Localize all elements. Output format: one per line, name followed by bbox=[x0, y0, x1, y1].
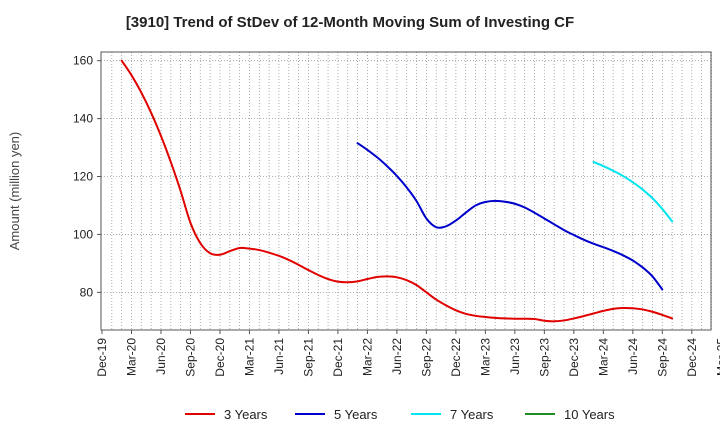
series-lines bbox=[120, 59, 674, 323]
x-tick-label: Mar-25 bbox=[714, 338, 720, 376]
x-tick-label: Dec-21 bbox=[331, 338, 345, 377]
x-tick-label: Sep-24 bbox=[655, 338, 669, 377]
y-tick-label: 120 bbox=[73, 170, 93, 184]
x-tick-label: Sep-23 bbox=[537, 338, 551, 377]
y-axis-label: Amount (million yen) bbox=[7, 132, 22, 251]
x-tick-label: Mar-23 bbox=[478, 338, 492, 376]
series-line-3-years bbox=[120, 59, 674, 323]
x-tick-label: Mar-24 bbox=[596, 338, 610, 376]
x-tick-label: Dec-20 bbox=[213, 338, 227, 377]
x-tick-label: Mar-20 bbox=[124, 338, 138, 376]
x-tick-label: Mar-22 bbox=[360, 338, 374, 376]
x-tick-label: Jun-20 bbox=[154, 338, 168, 375]
series-line-5-years bbox=[356, 142, 664, 291]
legend-label: 3 Years bbox=[224, 407, 268, 422]
grid-lines bbox=[101, 52, 712, 330]
legend-label: 7 Years bbox=[450, 407, 494, 422]
x-tick-label: Dec-24 bbox=[685, 338, 699, 377]
series-line-7-years bbox=[592, 161, 674, 223]
legend-label: 10 Years bbox=[564, 407, 615, 422]
x-tick-label: Sep-20 bbox=[183, 338, 197, 377]
y-tick-label: 100 bbox=[73, 227, 93, 241]
y-tick-label: 80 bbox=[80, 285, 94, 299]
x-tick-label: Sep-22 bbox=[419, 338, 433, 377]
y-tick-label: 140 bbox=[73, 112, 93, 126]
y-tick-label: 160 bbox=[73, 54, 93, 68]
x-tick-label: Sep-21 bbox=[301, 338, 315, 377]
x-tick-label: Jun-22 bbox=[390, 338, 404, 375]
x-tick-label: Dec-23 bbox=[567, 338, 581, 377]
x-tick-label: Jun-24 bbox=[626, 338, 640, 375]
y-axis-ticks: 80 100 120 140 160 bbox=[73, 54, 101, 299]
x-axis-ticks: Dec-19 Mar-20 Jun-20 Sep-20 Dec-20 Mar-21 Jun-… bbox=[95, 330, 720, 377]
legend: 3 Years 5 Years 7 Years 10 Years bbox=[185, 407, 615, 422]
x-tick-label: Jun-23 bbox=[508, 338, 522, 375]
x-tick-label: Dec-19 bbox=[95, 338, 109, 377]
legend-label: 5 Years bbox=[334, 407, 378, 422]
x-tick-label: Mar-21 bbox=[242, 338, 256, 376]
chart-title: [3910] Trend of StDev of 12-Month Moving… bbox=[125, 14, 575, 31]
x-tick-label: Jun-21 bbox=[272, 338, 286, 375]
plot-frame bbox=[100, 51, 712, 331]
x-tick-label: Dec-22 bbox=[449, 338, 463, 377]
